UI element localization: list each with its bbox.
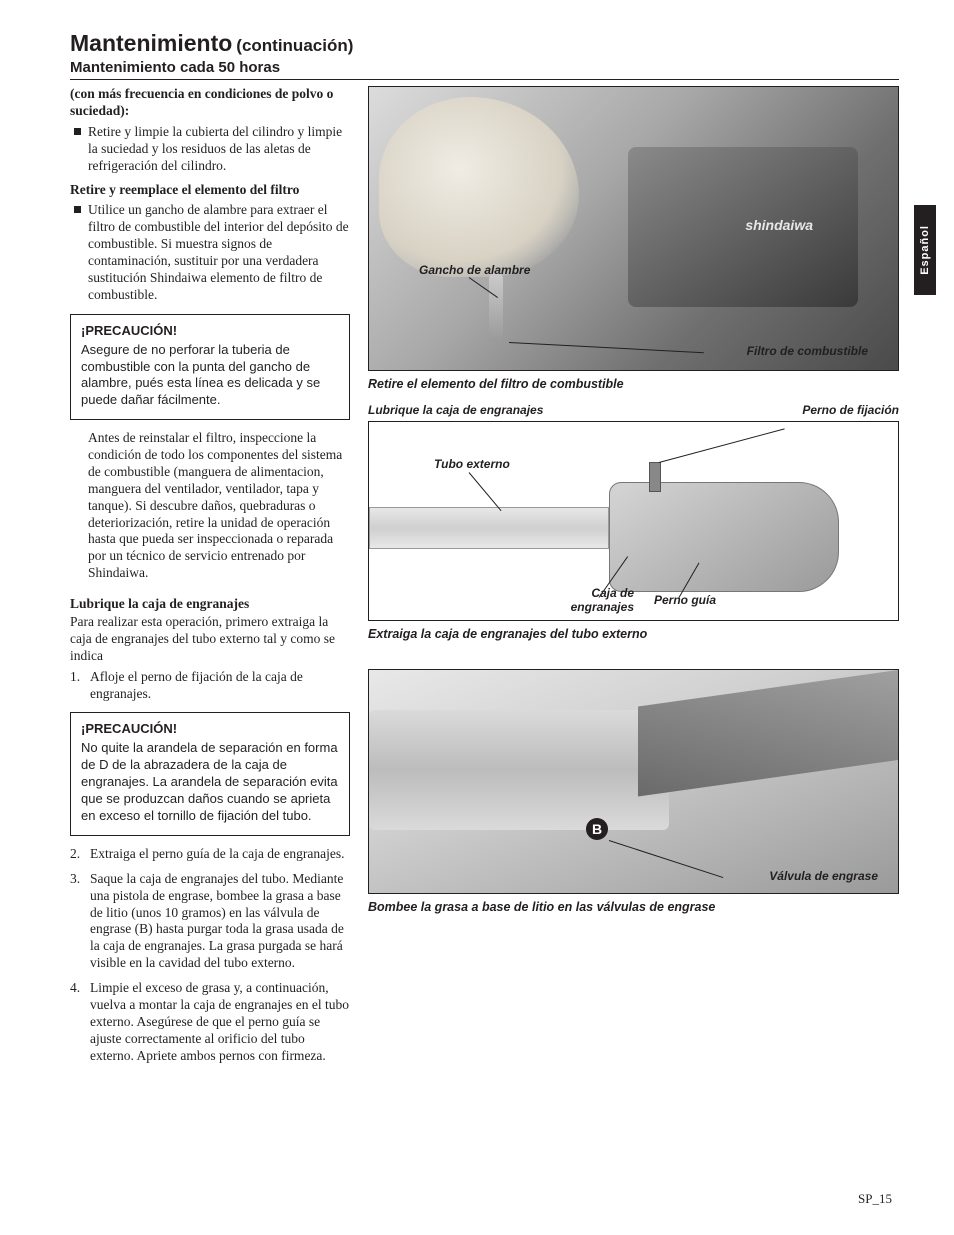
engine-shape (628, 147, 858, 307)
figure-caption-2: Extraiga la caja de engranajes del tubo … (368, 627, 899, 641)
list-item: Utilice un gancho de alambre para extrae… (70, 202, 350, 303)
list-item: 3. Saque la caja de engranajes del tubo. … (70, 871, 350, 972)
brand-text: shindaiwa (745, 217, 813, 233)
language-tab: Español (914, 205, 936, 295)
heading-rule (70, 79, 899, 80)
step-list-2: 2. Extraiga el perno guía de la caja de e… (70, 846, 350, 1065)
figure-fuel-filter: shindaiwa Gancho de alambre Filtro de co… (368, 86, 899, 371)
lube-paragraph: Para realizar esta operación, primero ex… (70, 614, 350, 665)
figure-label-clampbolt: Perno de fijación (802, 403, 899, 417)
caution-title: ¡PRECAUCIÓN! (81, 323, 339, 338)
marker-b-text: B (592, 821, 602, 837)
lube-heading: Lubrique la caja de engranajes (70, 596, 350, 612)
right-column: shindaiwa Gancho de alambre Filtro de co… (368, 86, 899, 1072)
figure-label-guide: Perno guía (654, 593, 716, 607)
figure-gearcase: Tubo externo Caja de engranajes Perno gu… (368, 421, 899, 621)
step-number: 4. (70, 980, 80, 997)
step-list-1: 1. Afloje el perno de fijación de la caja… (70, 669, 350, 703)
figure-label-valve: Válvula de engrase (769, 869, 878, 883)
page-subtitle: (continuación) (236, 36, 353, 55)
step-number: 1. (70, 669, 80, 686)
step-number: 2. (70, 846, 80, 863)
bullet-list-2: Utilice un gancho de alambre para extrae… (70, 202, 350, 303)
marker-b-icon: B (586, 818, 608, 840)
language-tab-text: Español (919, 225, 931, 275)
bolt-shape (649, 462, 661, 492)
content-columns: (con más frecuencia en condiciones de po… (70, 86, 899, 1072)
figure-label-gearcase: Caja de engranajes (564, 586, 634, 614)
page-number: SP_15 (858, 1191, 892, 1207)
figure-label-filter: Filtro de combustible (747, 344, 868, 358)
outer-tube-shape (369, 507, 609, 549)
caution-body: No quite la arandela de separación en fo… (81, 740, 339, 824)
step-text: Limpie el exceso de grasa y, a continuac… (90, 980, 349, 1063)
figure-caption-1: Retire el elemento del filtro de combust… (368, 377, 899, 391)
filter-shape (489, 272, 503, 342)
caution-box-1: ¡PRECAUCIÓN! Asegure de no perforar la t… (70, 314, 350, 421)
list-item: 4. Limpie el exceso de grasa y, a continu… (70, 980, 350, 1064)
figure-2-title: Lubrique la caja de engranajes (368, 403, 543, 417)
left-column: (con más frecuencia en condiciones de po… (70, 86, 350, 1072)
figure-label-hook: Gancho de alambre (419, 263, 530, 277)
figure-caption-3: Bombee la grasa a base de litio en las v… (368, 900, 899, 914)
caution-title: ¡PRECAUCIÓN! (81, 721, 339, 736)
inspect-paragraph: Antes de reinstalar el filtro, inspeccio… (70, 430, 350, 582)
figure-2-header: Lubrique la caja de engranajes Perno de … (368, 403, 899, 417)
step-text: Saque la caja de engranajes del tubo. Me… (90, 871, 344, 970)
figure-label-tube: Tubo externo (434, 457, 510, 471)
step-number: 3. (70, 871, 80, 888)
caution-box-2: ¡PRECAUCIÓN! No quite la arandela de sep… (70, 712, 350, 835)
figure-grease: B Válvula de engrase (368, 669, 899, 894)
bullet-list-1: Retire y limpie la cubierta del cilindro… (70, 124, 350, 175)
gearcase-photo-shape (369, 710, 669, 830)
page-title: Mantenimiento (70, 30, 232, 56)
step-text: Extraiga el perno guía de la caja de eng… (90, 846, 345, 861)
section-heading: Mantenimiento cada 50 horas (70, 59, 899, 76)
page-header: Mantenimiento (continuación) Mantenimien… (70, 30, 899, 80)
filter-heading: Retire y reemplace el elemento del filtr… (70, 182, 350, 198)
list-item: 1. Afloje el perno de fijación de la caja… (70, 669, 350, 703)
list-item: Retire y limpie la cubierta del cilindro… (70, 124, 350, 175)
step-text: Afloje el perno de fijación de la caja d… (90, 669, 303, 701)
caution-body: Asegure de no perforar la tuberia de com… (81, 342, 339, 410)
gearcase-shape (609, 482, 839, 592)
list-item: 2. Extraiga el perno guía de la caja de e… (70, 846, 350, 863)
intro-text: (con más frecuencia en condiciones de po… (70, 86, 350, 120)
